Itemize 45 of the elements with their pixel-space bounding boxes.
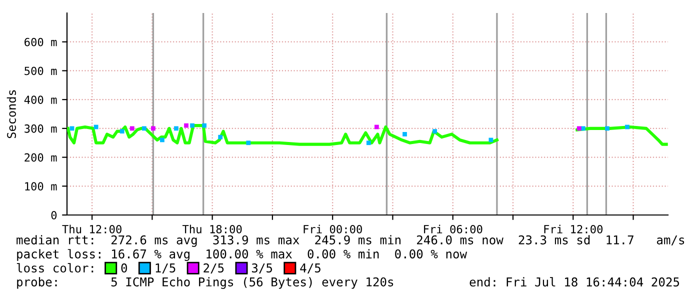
x-tick-label: Thu 18:00 [182, 224, 242, 234]
text: median rtt: 272.6 ms avg 313.9 ms max 245.9 ms min 246.0 ms now 23.3 ms sd 11.7 am/s [16, 235, 684, 247]
point [402, 132, 407, 136]
x-tick-label: Thu 12:00 [62, 224, 122, 234]
point [374, 124, 379, 130]
point [174, 126, 178, 131]
y-axis-title: Seconds [6, 90, 16, 138]
y-tick-label: 400 m [24, 96, 57, 104]
legend-label: 2/5 [204, 263, 224, 274]
point [94, 124, 98, 130]
point [218, 134, 223, 140]
legend-label: 4/5 [300, 264, 320, 274]
point [150, 126, 156, 131]
x-tick-label: Fri 00:00 [304, 224, 362, 234]
legend-title: loss color: [16, 263, 94, 273]
y-tick-label: 600 m [24, 38, 57, 46]
point [202, 123, 206, 128]
point [605, 126, 610, 131]
legend-label: 0 [121, 263, 127, 273]
point [142, 126, 146, 131]
point [160, 138, 164, 142]
point [488, 138, 494, 142]
point [580, 126, 586, 131]
point [190, 123, 194, 128]
point [576, 126, 582, 131]
point [432, 129, 438, 134]
y-tick-label: 500 m [24, 66, 57, 76]
legend-label: 3/5 [252, 263, 272, 274]
legend-label: 1/5 [156, 264, 176, 274]
text: end: Fri Jul 18 16:44:04 2025 [470, 277, 680, 287]
y-tick-label: 0 [51, 211, 57, 220]
point [120, 129, 124, 134]
point [246, 140, 251, 146]
y-tick-label: 100 m [25, 182, 57, 191]
point [625, 124, 630, 130]
text: probe: 5 ICMP Echo Pings (56 Bytes) every 120s [17, 277, 394, 289]
x-tick-label: Fri 12:00 [544, 224, 603, 234]
y-tick-label: 200 m [24, 153, 57, 162]
x-tick-label: Fri 06:00 [424, 224, 482, 234]
point [130, 126, 134, 131]
point [184, 123, 188, 128]
point [70, 126, 74, 131]
y-tick-label: 300 m [24, 124, 57, 133]
point [366, 140, 371, 146]
text: packet loss: 16.67 % avg 100.00 % max 0.00 % min 0.00 % now [17, 249, 468, 261]
